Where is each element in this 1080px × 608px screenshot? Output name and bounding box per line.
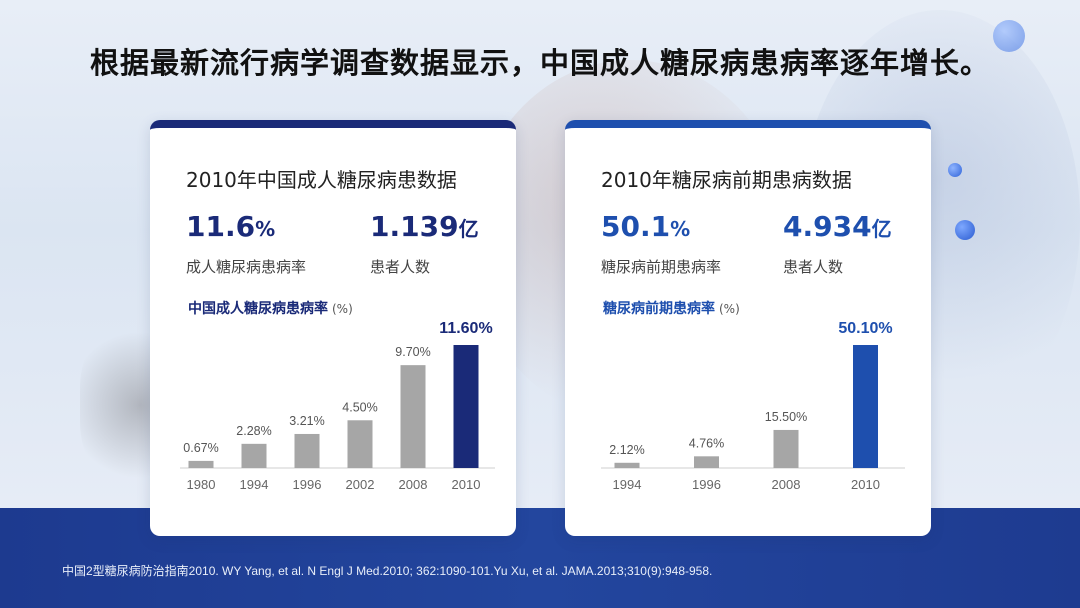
prevalence-stat: 11.6% (186, 210, 275, 243)
x-tick-label: 2008 (399, 477, 428, 492)
bar-2010 (853, 345, 878, 468)
stat-value: 50.1 (601, 210, 671, 243)
stat-label: 成人糖尿病患病率 (186, 258, 307, 276)
bar-chart-right: 2.12% 1994 4.76% 1996 15.50% 2008 50.10% 2010 (601, 320, 905, 492)
stat-unit: 亿 (458, 217, 479, 241)
stat-label: 患者人数 (783, 258, 844, 276)
chart-title: 糖尿病前期患病率 (%) (603, 298, 740, 318)
x-tick-label: 2002 (346, 477, 375, 492)
chart-title-text: 中国成人糖尿病患病率 (188, 301, 328, 317)
data-label: 4.76% (689, 436, 724, 450)
chart-unit: (%) (719, 302, 740, 316)
bar-1994 (614, 462, 640, 468)
data-label: 9.70% (395, 345, 430, 359)
page-title: 根据最新流行病学调查数据显示，中国成人糖尿病患病率逐年增长。 (89, 46, 990, 80)
stat-unit: % (255, 217, 276, 241)
data-label: 4.50% (342, 400, 377, 414)
data-label: 3.21% (289, 414, 324, 428)
stat-unit: % (670, 217, 691, 241)
data-label: 11.60% (439, 320, 492, 337)
chart-title-text: 糖尿病前期患病率 (603, 301, 715, 317)
bar-2008 (400, 365, 426, 468)
stat-value: 1.139 (370, 210, 459, 243)
footnote-references: 中国2型糖尿病防治指南2010. WY Yang, et al. N Engl … (62, 564, 713, 578)
bar-2002 (347, 420, 373, 468)
bar-1980 (188, 460, 214, 468)
chart-title: 中国成人糖尿病患病率 (%) (188, 298, 353, 318)
stat-value: 11.6 (186, 210, 256, 243)
card-title: 2010年中国成人糖尿病患数据 (186, 168, 457, 192)
patient-count-stat: 4.934亿 (783, 210, 892, 243)
data-label: 50.10% (838, 320, 892, 337)
x-tick-label: 2010 (851, 477, 880, 492)
x-tick-label: 1996 (293, 477, 322, 492)
bar-1996 (694, 456, 719, 468)
data-label: 2.12% (609, 443, 644, 457)
stat-label: 患者人数 (370, 258, 431, 276)
data-label: 2.28% (236, 424, 271, 438)
prevalence-stat: 50.1% (601, 210, 690, 243)
decorative-dot (948, 163, 962, 177)
x-tick-label: 2008 (772, 477, 801, 492)
bar-chart-left: 0.67% 1980 2.28% 1994 3.21% 1996 4.50% 2002 9.70… (180, 320, 495, 492)
left-data-card: 2010年中国成人糖尿病患数据 11.6% 成人糖尿病患病率 1.139亿 患者… (150, 120, 516, 536)
bar-2008 (773, 429, 799, 468)
x-tick-label: 1994 (240, 477, 269, 492)
stat-label: 糖尿病前期患病率 (601, 258, 722, 276)
stat-unit: 亿 (871, 217, 892, 241)
card-title: 2010年糖尿病前期患病数据 (601, 168, 852, 192)
data-label: 0.67% (183, 441, 218, 455)
x-tick-label: 2010 (452, 477, 481, 492)
bar-2010 (453, 345, 479, 468)
bar-1996 (294, 433, 320, 468)
x-tick-label: 1980 (187, 477, 216, 492)
data-label: 15.50% (765, 410, 807, 424)
x-tick-label: 1996 (692, 477, 721, 492)
stat-value: 4.934 (783, 210, 872, 243)
bar-1994 (241, 443, 267, 468)
decorative-dot (955, 220, 975, 240)
right-data-card: 2010年糖尿病前期患病数据 50.1% 糖尿病前期患病率 4.934亿 患者人… (565, 120, 931, 536)
chart-unit: (%) (332, 302, 353, 316)
decorative-dot (993, 20, 1025, 52)
patient-count-stat: 1.139亿 (370, 210, 479, 243)
x-tick-label: 1994 (613, 477, 642, 492)
